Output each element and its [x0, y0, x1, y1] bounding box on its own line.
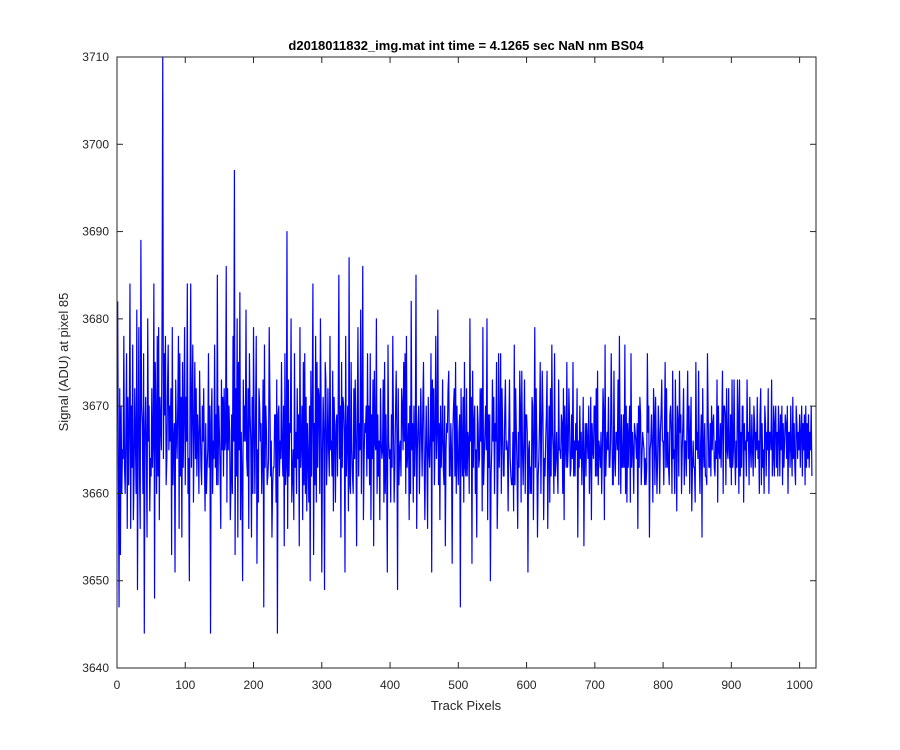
x-tick-label: 600	[517, 678, 537, 692]
x-tick-label: 900	[721, 678, 741, 692]
x-tick-label: 100	[175, 678, 195, 692]
y-tick-label: 3710	[82, 50, 109, 64]
plot-area	[117, 57, 816, 668]
x-tick-label: 700	[585, 678, 605, 692]
x-tick-label: 0	[114, 678, 121, 692]
y-axis-label: Signal (ADU) at pixel 85	[56, 293, 71, 432]
x-tick-label: 300	[312, 678, 332, 692]
y-tick-label: 3660	[82, 486, 109, 500]
x-axis-label: Track Pixels	[431, 698, 502, 713]
y-tick-label: 3670	[82, 399, 109, 413]
y-tick-label: 3700	[82, 137, 109, 151]
series-line	[117, 56, 813, 634]
y-tick-label: 3640	[82, 661, 109, 675]
x-tick-label: 200	[244, 678, 264, 692]
y-tick-label: 3650	[82, 574, 109, 588]
x-tick-label: 1000	[786, 678, 813, 692]
x-tick-label: 800	[653, 678, 673, 692]
x-tick-label: 500	[448, 678, 468, 692]
chart-title: d2018011832_img.mat int time = 4.1265 se…	[288, 38, 644, 53]
x-axis: 0 100 200 300 400 500 600 700 800 900 1000	[114, 57, 813, 692]
axes-box	[116, 56, 817, 669]
y-tick-label: 3690	[82, 225, 109, 239]
y-axis: 3640 3650 3660 3670 3680 3690 3700 3710	[82, 50, 816, 675]
x-tick-label: 400	[380, 678, 400, 692]
y-tick-label: 3680	[82, 312, 109, 326]
